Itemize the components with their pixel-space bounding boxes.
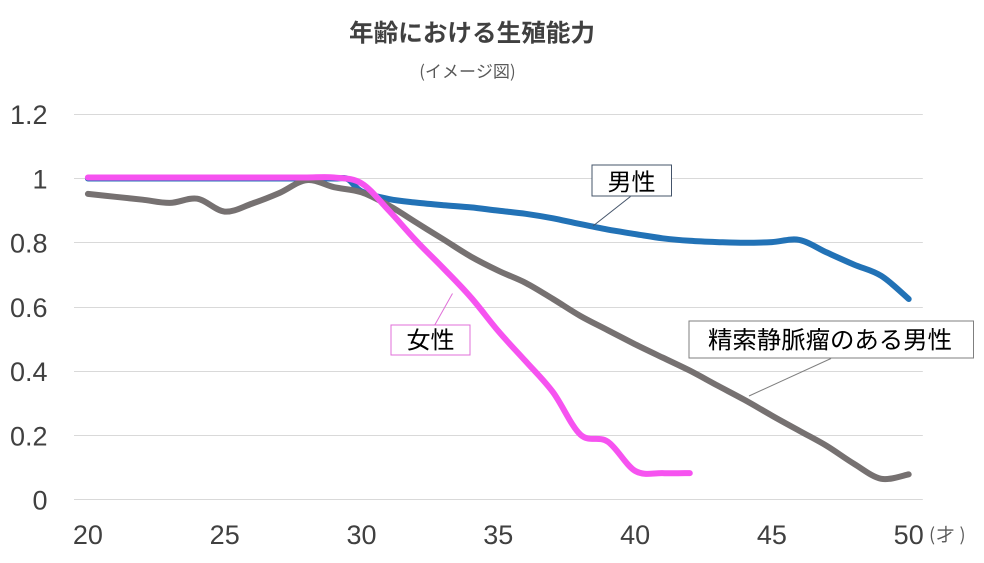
svg-text:30: 30 (346, 520, 376, 550)
svg-text:50: 50 (894, 520, 924, 550)
svg-text:20: 20 (73, 520, 103, 550)
svg-text:0: 0 (32, 486, 47, 516)
svg-text:25: 25 (210, 520, 240, 550)
svg-text:40: 40 (620, 520, 650, 550)
svg-text:0.8: 0.8 (10, 229, 48, 259)
svg-text:1.2: 1.2 (10, 100, 48, 130)
svg-text:45: 45 (757, 520, 787, 550)
svg-text:0.2: 0.2 (10, 421, 48, 451)
svg-text:35: 35 (483, 520, 513, 550)
svg-text:0.4: 0.4 (10, 357, 48, 387)
svg-text:0.6: 0.6 (10, 293, 48, 323)
svg-text:1: 1 (32, 164, 47, 194)
